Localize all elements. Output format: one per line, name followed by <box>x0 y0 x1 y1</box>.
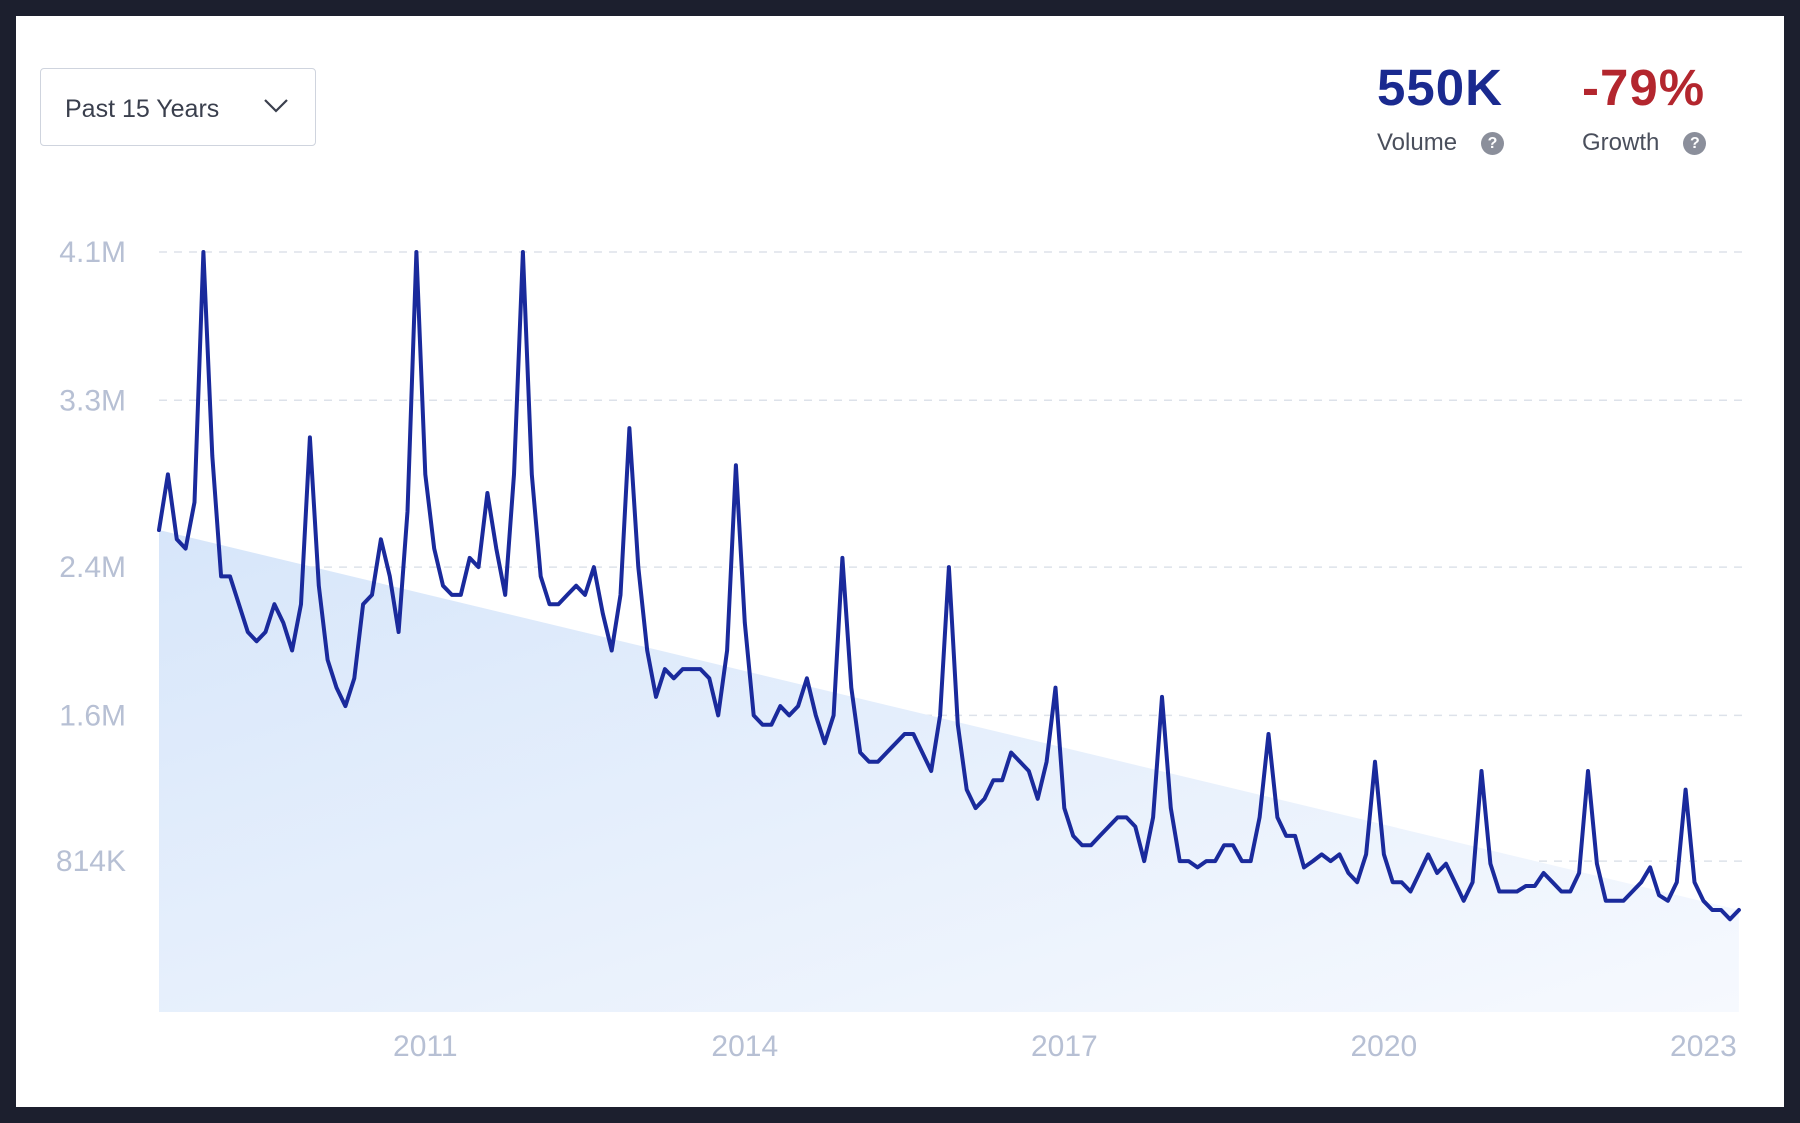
y-tick-label: 2.4M <box>59 551 126 584</box>
x-tick-label: 2017 <box>1031 1030 1098 1063</box>
volume-value: 550K <box>1377 59 1503 116</box>
trend-area <box>159 530 1739 1012</box>
time-range-label: Past 15 Years <box>65 95 220 123</box>
volume-metric: 550K Volume ? <box>1377 59 1505 157</box>
y-tick-label: 814K <box>56 845 126 878</box>
growth-help-icon[interactable]: ? <box>1683 131 1707 155</box>
chevron-down-icon <box>264 99 288 113</box>
growth-label: Growth <box>1582 129 1660 156</box>
x-tick-label: 2023 <box>1670 1030 1737 1063</box>
x-tick-label: 2020 <box>1350 1030 1417 1063</box>
chart-card: Past 15 Years 550K Volume ? -79% Growth … <box>16 16 1784 1107</box>
volume-line-chart: 4.1M 3.3M 2.4M 1.6M 814K 2011 2014 2017 2020 202… <box>56 236 1746 1063</box>
x-tick-label: 2014 <box>711 1030 778 1063</box>
growth-value: -79% <box>1582 59 1706 116</box>
volume-series-line <box>157 250 1741 922</box>
volume-label: Volume <box>1377 129 1458 156</box>
volume-help-icon[interactable]: ? <box>1481 131 1505 155</box>
y-tick-label: 3.3M <box>59 384 126 417</box>
y-tick-label: 4.1M <box>59 236 126 269</box>
y-tick-label: 1.6M <box>59 699 126 732</box>
time-range-dropdown[interactable]: Past 15 Years <box>40 68 316 146</box>
x-tick-label: 2011 <box>393 1030 458 1063</box>
growth-metric: -79% Growth ? <box>1582 59 1707 157</box>
